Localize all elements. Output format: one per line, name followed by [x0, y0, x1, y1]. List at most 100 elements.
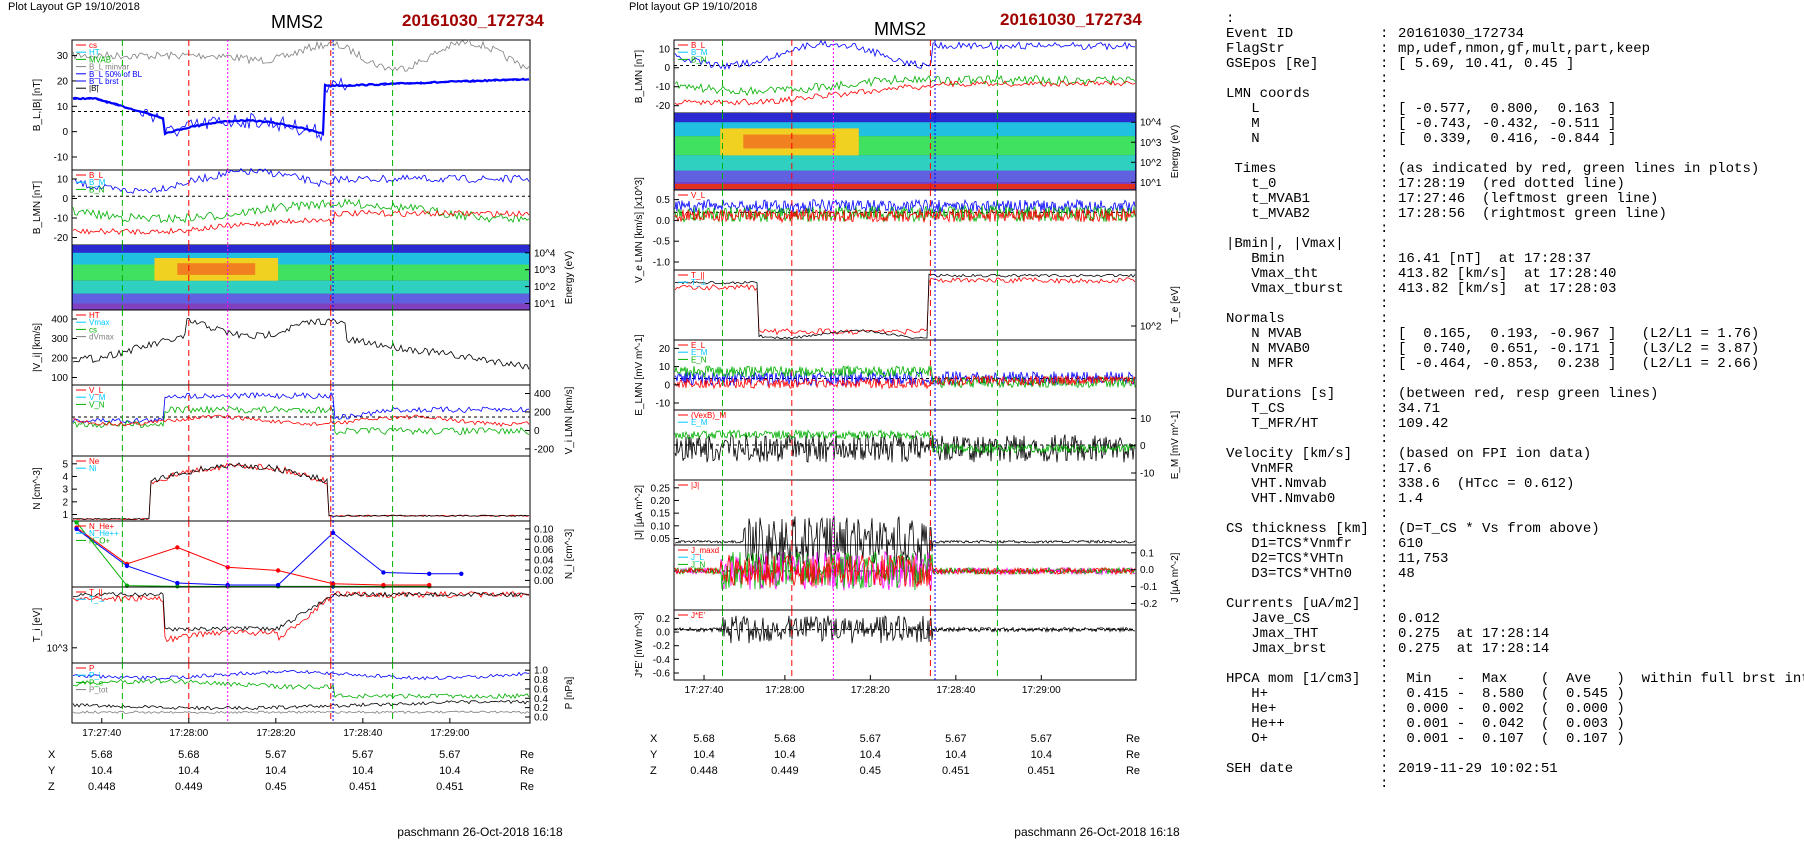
trace-EM [674, 364, 1136, 389]
info-value: [ 0.740, 0.651, -0.171 ] (L3/L2 = 3.87) [1398, 341, 1760, 357]
info-colon: : [1380, 671, 1389, 687]
x-tick-label: 17:28:00 [765, 685, 804, 696]
legend-entry: E_M [691, 418, 708, 427]
y-axis-label: |V_i| [km/s] [32, 323, 43, 372]
y-axis-label: |J| [μA m^-2] [634, 485, 645, 540]
legend-entry: P_e [89, 678, 104, 687]
info-colon: : [1380, 536, 1389, 552]
x-tick-label: 17:28:00 [169, 728, 208, 739]
info-key: M [1226, 116, 1260, 132]
y-tick-label: 0 [664, 63, 670, 74]
trace-BLminvar [72, 76, 530, 142]
info-row: t_MVAB2:17:28:56 (rightmost green line) [1226, 207, 1800, 222]
trace-VL [674, 198, 1136, 214]
trace-absB [72, 38, 530, 72]
info-key: Event ID [1226, 26, 1294, 42]
legend-entry: V_M [89, 393, 106, 402]
panel-4: 10^2 T_e [eV] T_||T_⊥ [673, 269, 1181, 341]
coord-value: 10.4 [265, 765, 286, 777]
info-colon: : [1380, 401, 1389, 417]
info-colon: : [1380, 191, 1389, 207]
info-key: L [1226, 101, 1260, 117]
info-value: 338.6 (HTcc = 0.612) [1398, 476, 1575, 492]
info-key: Currents [uA/m2] [1226, 596, 1361, 612]
legend-entry: J_maxd [691, 546, 719, 555]
panel-1: 10 0 -10 -20 B_LMN [nT] B_LB_MB_N [634, 39, 1137, 114]
coord-value: 0.449 [175, 781, 203, 793]
info-value: mp,udef,nmon,gf,mult,part,keep [1398, 41, 1651, 57]
trace-BM [72, 198, 530, 224]
info-colon: : [1380, 146, 1389, 162]
coord-value: 5.68 [91, 749, 112, 761]
info-colon: : [1380, 746, 1389, 762]
trace-BL [72, 78, 530, 137]
info-value: [ 0.165, 0.193, -0.967 ] (L2/L1 = 1.76) [1398, 326, 1760, 342]
info-value: 0.415 - 8.580 ( 0.545 ) [1398, 686, 1625, 702]
trace-BN [72, 209, 530, 236]
y-tick-label: 10^2 [1140, 322, 1162, 333]
info-value: 20161030_172734 [1398, 26, 1525, 42]
info-value: 0.001 - 0.107 ( 0.107 ) [1398, 731, 1625, 747]
info-key: Velocity [km/s] [1226, 446, 1353, 462]
info-colon: : [1380, 356, 1389, 372]
info-row: t_MVAB1:17:27:46 (leftmost green line) [1226, 192, 1800, 207]
info-value: 413.82 [km/s] at 17:28:03 [1398, 281, 1617, 297]
y-tick-label: 10^4 [534, 248, 556, 259]
info-key: : [1226, 11, 1235, 27]
info-row: CS thickness [km]: (D=T_CS * Vs from abov… [1226, 522, 1800, 537]
info-colon: : [1380, 86, 1389, 102]
y-tick-label: 0.0 [656, 216, 670, 227]
coord-value: 0.45 [265, 781, 286, 793]
info-value: 1.4 [1398, 491, 1424, 507]
legend-entry: V_L [691, 191, 706, 200]
info-row: Jave_CS:0.012 [1226, 612, 1800, 627]
info-key: LMN coords [1226, 86, 1311, 102]
y-tick-label: 0.6 [534, 684, 548, 695]
y-tick-label: -20 [656, 101, 671, 112]
coord-value: 0.451 [349, 781, 377, 793]
info-value: (based on FPI ion data) [1398, 446, 1592, 462]
info-row: Event ID:20161030_172734 [1226, 27, 1800, 42]
info-value: 109.42 [1398, 416, 1449, 432]
spectrogram-band [73, 252, 529, 265]
coord-value: 10.4 [178, 765, 199, 777]
info-row: : [1226, 432, 1800, 447]
info-value: 17.6 [1398, 461, 1432, 477]
legend-entry: T_|| [89, 588, 103, 597]
coord-row-label: Y [48, 765, 56, 777]
spectrogram-band [73, 264, 529, 281]
info-key: t_MVAB2 [1226, 206, 1311, 222]
info-key: T_CS [1226, 401, 1285, 417]
info-row: : [1226, 777, 1800, 792]
info-row: VHT.Nmvab0:1.4 [1226, 492, 1800, 507]
info-row: H+: 0.415 - 8.580 ( 0.545 ) [1226, 687, 1800, 702]
right-event-id: 20161030_172734 [1000, 10, 1142, 29]
info-key: Durations [s] [1226, 386, 1336, 402]
legend-entry: cs [89, 41, 97, 50]
info-colon: : [1380, 626, 1389, 642]
panel-frame [71, 455, 531, 522]
y-tick-label: 0.15 [651, 509, 671, 520]
x-tick-label: 17:28:40 [936, 685, 975, 696]
info-value: [ -0.464, -0.853, 0.238 ] (L2/L1 = 2.66) [1398, 356, 1760, 372]
info-row: He+: 0.000 - 0.002 ( 0.000 ) [1226, 702, 1800, 717]
y-tick-label: -0.1 [1140, 582, 1158, 593]
info-key: N MVAB0 [1226, 341, 1311, 357]
info-value: [ -0.577, 0.800, 0.163 ] [1398, 101, 1617, 117]
info-value: 48 [1398, 566, 1415, 582]
y-tick-label: 0 [62, 127, 68, 138]
legend-entry: E_N [691, 355, 707, 364]
y-tick-label: 0.00 [534, 576, 554, 587]
y-tick-label: 20 [659, 344, 671, 355]
y-tick-label: 0.25 [651, 483, 671, 494]
event-info-panel: : Event ID:20161030_172734 FlagStr: mp,udef… [1226, 11, 1804, 832]
coord-row-label: X [650, 733, 658, 745]
info-row: N MFR: [ -0.464, -0.853, 0.238 ] (L2/L1 =… [1226, 357, 1800, 372]
legend-entry: MVAB [89, 55, 111, 64]
info-value: 34.71 [1398, 401, 1441, 417]
info-key: He+ [1226, 701, 1277, 717]
coord-value: 0.448 [88, 781, 116, 793]
y-tick-label: 0.8 [534, 675, 548, 686]
spectrogram-band [73, 245, 529, 253]
